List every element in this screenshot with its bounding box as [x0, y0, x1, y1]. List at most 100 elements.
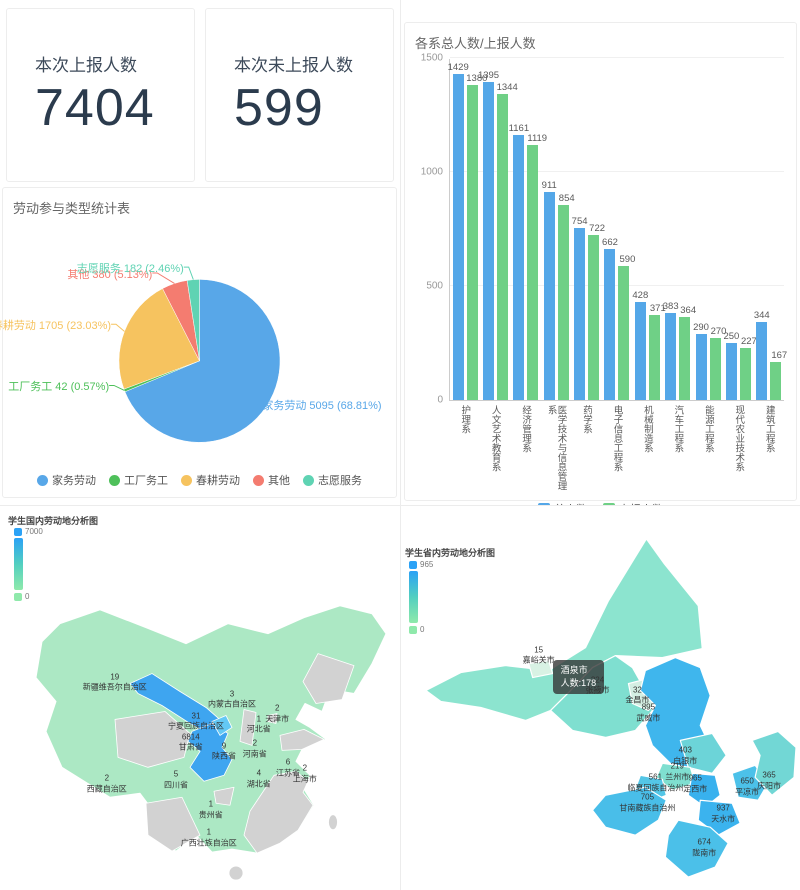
- map-region-shandong-nodata[interactable]: [279, 729, 325, 751]
- legend-label: 工厂务工: [124, 475, 168, 487]
- pie-legend-item-家务劳动[interactable]: 家务劳动: [37, 472, 96, 488]
- bar-group-电子信息工程系: 662 590: [602, 59, 635, 400]
- gridline: [450, 57, 784, 58]
- visualmap-max-handle-icon[interactable]: [14, 527, 22, 536]
- x-axis-label-医学技术与信息管理系: 医学技术与信息管理系: [545, 405, 567, 491]
- bar-总人数-护理系[interactable]: 1429: [448, 62, 469, 400]
- pie-label-line: [111, 323, 125, 332]
- bar-总人数-医学技术与信息管理系[interactable]: 911: [542, 180, 557, 400]
- bar-总人数-经济管理系[interactable]: 1161: [509, 123, 529, 400]
- bar-value-label: 1161: [508, 123, 530, 135]
- bar-上报人数-人文艺术教育系[interactable]: 1344: [497, 82, 518, 400]
- pie-slice-志愿服务[interactable]: [186, 279, 200, 361]
- bar-总人数-药学系[interactable]: 754: [572, 216, 588, 400]
- bar-总人数-能源工程系[interactable]: 290: [693, 322, 709, 400]
- map-region-taiwan-nodata[interactable]: [328, 814, 338, 831]
- pie-legend-item-工厂务工[interactable]: 工厂务工: [109, 472, 168, 488]
- bar-value-label: 1119: [527, 132, 548, 144]
- bar-上报人数-能源工程系[interactable]: 270: [709, 326, 726, 400]
- pie-legend-item-志愿服务[interactable]: 志愿服务: [303, 472, 362, 488]
- map-region-chongqing-nodata[interactable]: [213, 786, 235, 806]
- x-axis-label-现代农业技术系: 现代农业技术系: [733, 405, 745, 472]
- x-axis-label-建筑工程系: 建筑工程系: [763, 405, 775, 453]
- bar-上报人数-现代农业技术系[interactable]: 227: [739, 336, 757, 400]
- china-visualmap[interactable]: 7000 0: [14, 527, 43, 601]
- y-axis-tick: 1000: [420, 166, 443, 178]
- bar-上报人数-经济管理系[interactable]: 1119: [527, 133, 547, 400]
- pie-chart-title: 劳动参与类型统计表: [13, 201, 131, 216]
- map-region-beijing-nodata[interactable]: [267, 713, 278, 724]
- x-axis-label-机械制造系: 机械制造系: [641, 405, 653, 453]
- map-region-兰州市[interactable]: [655, 762, 696, 791]
- visualmap-gradient-bar[interactable]: [14, 538, 23, 590]
- gansu-map-title: 学生省内劳动地分析图: [405, 548, 496, 558]
- map-region-hainan-nodata[interactable]: [228, 865, 244, 881]
- bar-value-label: 1429: [447, 62, 469, 74]
- bar-value-label: 754: [571, 216, 588, 228]
- bar-value-label: 428: [632, 290, 649, 302]
- bar-group-机械制造系: 428 371: [632, 59, 666, 400]
- pie-chart-panel: 劳动参与类型统计表 家务劳动 5095 (68.81%) 工厂务工 42 (0.5…: [0, 187, 397, 498]
- pie-slice-春耕劳动[interactable]: [118, 288, 200, 390]
- pie-svg: [109, 266, 281, 443]
- visualmap-max-label: 965: [420, 560, 434, 569]
- map-region-qinghai-nodata[interactable]: [114, 711, 191, 768]
- map-region-shanxi-nodata[interactable]: [239, 709, 257, 746]
- bar-总人数-现代农业技术系[interactable]: 250: [723, 331, 739, 400]
- legend-swatch-icon: [603, 503, 615, 505]
- x-axis-label-经济管理系: 经济管理系: [520, 405, 532, 453]
- bar-上报人数-机械制造系[interactable]: 371: [648, 303, 666, 400]
- legend-dot-icon: [181, 474, 192, 486]
- bar-上报人数-电子信息工程系[interactable]: 590: [618, 254, 635, 400]
- map-tooltip-region: 酒泉市: [560, 664, 588, 675]
- bar-上报人数-药学系[interactable]: 722: [588, 223, 605, 400]
- bar-groups: 1429 1380 1395 1344 1161 1119 911 854 754 722 662 5…: [448, 59, 787, 400]
- bar-group-现代农业技术系: 250 227: [723, 59, 757, 400]
- bar-value-label: 911: [541, 180, 557, 192]
- bar-总人数-机械制造系[interactable]: 428: [632, 290, 648, 400]
- visualmap-max-handle-icon[interactable]: [409, 560, 417, 569]
- map-region-south-nodata[interactable]: [243, 770, 314, 854]
- visualmap-max-label: 7000: [25, 527, 43, 536]
- gansu-visualmap[interactable]: 965 0: [409, 560, 433, 634]
- bar-group-医学技术与信息管理系: 911 854: [541, 59, 575, 400]
- map-region-northeast-nodata[interactable]: [302, 653, 355, 704]
- stat-card-unreported: 本次未上报人数 599: [205, 8, 394, 182]
- gridline: [450, 285, 784, 286]
- pie-label-春耕劳动: 春耕劳动 1705 (23.03%): [0, 320, 112, 333]
- bar-上报人数-护理系[interactable]: 1380: [466, 73, 487, 400]
- visualmap-min-handle-icon[interactable]: [14, 592, 22, 601]
- bar-上报人数-建筑工程系[interactable]: 167: [770, 350, 787, 400]
- bar-legend-item-总人数[interactable]: 总人数: [538, 501, 587, 505]
- bar-总人数-建筑工程系[interactable]: 344: [754, 310, 770, 400]
- map-region-yunnan-nodata[interactable]: [145, 796, 201, 852]
- bar-上报人数-医学技术与信息管理系[interactable]: 854: [557, 193, 575, 400]
- bar-legend-item-上报人数[interactable]: 上报人数: [603, 501, 663, 505]
- pie-legend-item-春耕劳动[interactable]: 春耕劳动: [181, 472, 240, 488]
- pie-legend-item-其他[interactable]: 其他: [253, 472, 290, 488]
- stat-card-reported: 本次上报人数 7404: [6, 8, 195, 182]
- y-axis-tick: 1500: [420, 52, 443, 64]
- bar-chart-title: 各系总人数/上报人数: [415, 36, 536, 51]
- visualmap-gradient-bar[interactable]: [409, 571, 418, 623]
- bar-category-axis: 护理系 人文艺术教育系 经济管理系 医学技术与信息管理系 药学系 电子信息工程系 机械制造系…: [449, 405, 784, 499]
- bar-value-label: 662: [602, 237, 618, 249]
- bar-上报人数-汽车工程系[interactable]: 364: [679, 305, 696, 400]
- map-region-ningxia[interactable]: [211, 715, 233, 736]
- bar-总人数-电子信息工程系[interactable]: 662: [602, 237, 618, 400]
- map-region-陇南市[interactable]: [664, 819, 729, 878]
- bar-plot-area[interactable]: 0 500 1000 1500 1429 1380 1395 1344 1161 1119 911 8…: [421, 53, 787, 406]
- bar-legend: 总人数 上报人数: [405, 501, 796, 505]
- map-region-白银市[interactable]: [679, 732, 727, 774]
- bar-总人数-汽车工程系[interactable]: 383: [663, 301, 679, 400]
- visualmap-max-row: 7000: [14, 527, 43, 536]
- bar-quadrant: 各系总人数/上报人数 0 500 1000 1500 1429 1380 1395 1344 1…: [400, 0, 800, 505]
- gansu-map-quadrant: 学生省内劳动地分析图 965 0 15嘉峪关市224张掖市32金昌市895武威市…: [400, 505, 800, 890]
- legend-dot-icon: [37, 474, 48, 486]
- map-region-甘南藏族自治州[interactable]: [591, 786, 667, 836]
- pie-chart[interactable]: 家务劳动 5095 (68.81%) 工厂务工 42 (0.57%) 春耕劳动 17…: [0, 188, 396, 497]
- bar-总人数-人文艺术教育系[interactable]: 1395: [478, 70, 499, 400]
- gridline: [450, 171, 784, 172]
- map-region-庆阳市[interactable]: [751, 730, 797, 796]
- visualmap-min-handle-icon[interactable]: [409, 625, 417, 634]
